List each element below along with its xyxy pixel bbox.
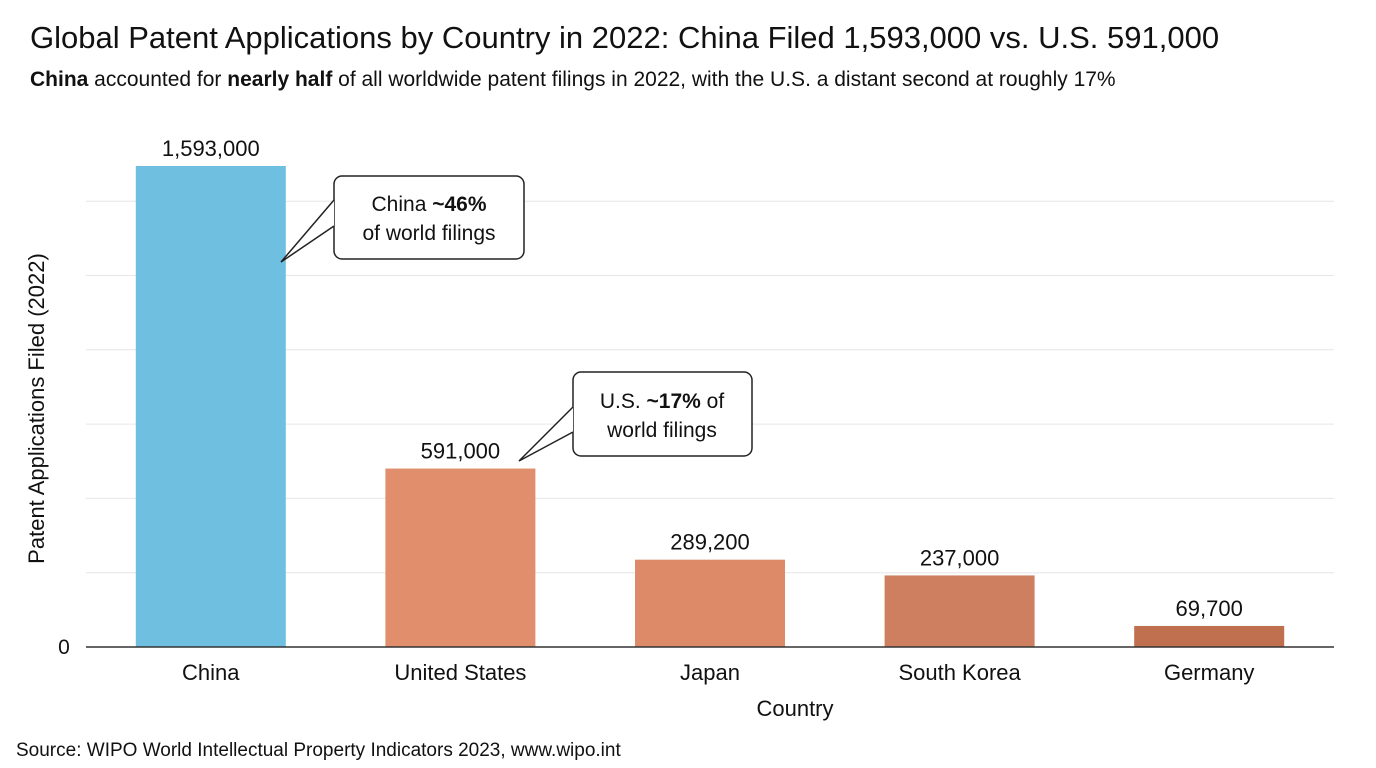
value-label: 69,700 <box>1176 596 1243 621</box>
callout-percent: ~17% <box>647 390 702 413</box>
y-axis-label: Patent Applications Filed (2022) <box>24 253 49 564</box>
chart-subtitle: China accounted for nearly half of all w… <box>30 68 1116 92</box>
callout-line-2: of world filings <box>362 222 495 245</box>
callout-box <box>333 175 525 260</box>
bars <box>135 166 1285 647</box>
value-labels: 1,593,000 591,000 289,200 237,000 69,700 <box>162 136 1243 621</box>
bar-japan <box>635 559 785 647</box>
callout-prefix: U.S. <box>600 390 647 413</box>
callout-line-1: U.S. ~17% of <box>600 390 724 413</box>
value-label: 237,000 <box>920 545 1000 570</box>
subtitle-text-2: of all worldwide patent filings in 2022,… <box>332 68 1116 91</box>
x-tick-label: Japan <box>680 660 740 685</box>
bar-germany <box>1134 625 1285 647</box>
value-label: 591,000 <box>421 439 501 464</box>
bar-china <box>135 166 286 647</box>
callout-percent: ~46% <box>432 193 487 216</box>
y-tick-labels: 0 <box>58 636 70 659</box>
subtitle-text-1: accounted for <box>88 68 228 91</box>
subtitle-bold-china: China <box>30 68 89 91</box>
chart-title: Global Patent Applications by Country in… <box>30 20 1220 55</box>
value-label: 289,200 <box>670 530 750 555</box>
callout-box <box>572 371 753 457</box>
callouts: China ~46% of world filings U.S. ~17% of wo… <box>280 175 753 462</box>
callout-line-1: China ~46% <box>372 193 487 216</box>
callout-pointer <box>280 199 335 263</box>
callout-us: U.S. ~17% of world filings <box>518 371 753 462</box>
x-tick-label: China <box>182 660 240 685</box>
x-axis-label: Country <box>756 696 833 721</box>
x-tick-label: Germany <box>1164 660 1254 685</box>
subtitle-bold-nearly-half: nearly half <box>227 68 333 91</box>
callout-suffix: of <box>701 390 725 413</box>
bar-united-states <box>385 468 536 647</box>
y-tick-label: 0 <box>58 636 70 659</box>
callout-china: China ~46% of world filings <box>280 175 525 263</box>
callout-prefix: China <box>372 193 433 216</box>
source-note: Source: WIPO World Intellectual Property… <box>16 740 621 761</box>
x-tick-label: South Korea <box>898 660 1021 685</box>
x-tick-label: United States <box>394 660 526 685</box>
callout-line-2: world filings <box>606 419 717 442</box>
x-tick-labels: China United States Japan South Korea German… <box>182 660 1254 685</box>
callout-pointer <box>518 406 574 462</box>
value-label: 1,593,000 <box>162 136 260 161</box>
bar-south-korea <box>884 575 1035 647</box>
